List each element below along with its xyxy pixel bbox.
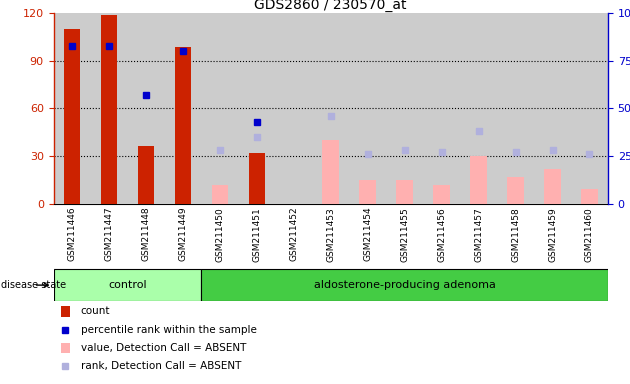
Bar bbox=[202, 269, 608, 301]
Bar bbox=[175, 47, 192, 204]
Text: GSM211449: GSM211449 bbox=[178, 207, 187, 262]
Text: disease state: disease state bbox=[1, 280, 66, 290]
Bar bbox=[248, 172, 265, 204]
Bar bbox=[60, 306, 70, 317]
Text: GSM211456: GSM211456 bbox=[437, 207, 446, 262]
Text: percentile rank within the sample: percentile rank within the sample bbox=[81, 324, 256, 334]
Text: GSM211450: GSM211450 bbox=[215, 207, 224, 262]
Text: GSM211451: GSM211451 bbox=[253, 207, 261, 262]
Bar bbox=[64, 29, 81, 204]
Text: rank, Detection Call = ABSENT: rank, Detection Call = ABSENT bbox=[81, 361, 241, 371]
Bar bbox=[396, 180, 413, 204]
Text: GSM211459: GSM211459 bbox=[548, 207, 557, 262]
Text: GSM211454: GSM211454 bbox=[364, 207, 372, 262]
Bar bbox=[101, 15, 117, 204]
Bar bbox=[507, 177, 524, 204]
Text: value, Detection Call = ABSENT: value, Detection Call = ABSENT bbox=[81, 343, 246, 353]
Text: count: count bbox=[81, 306, 110, 316]
Bar bbox=[137, 147, 154, 204]
Text: aldosterone-producing adenoma: aldosterone-producing adenoma bbox=[314, 280, 496, 290]
Bar bbox=[470, 156, 487, 204]
Bar bbox=[323, 140, 339, 204]
Bar bbox=[544, 169, 561, 204]
Text: GSM211447: GSM211447 bbox=[105, 207, 113, 262]
Bar bbox=[60, 343, 70, 353]
Text: GSM211457: GSM211457 bbox=[474, 207, 483, 262]
Text: GSM211455: GSM211455 bbox=[400, 207, 409, 262]
Text: control: control bbox=[108, 280, 147, 290]
Text: GSM211448: GSM211448 bbox=[142, 207, 151, 262]
Text: GSM211458: GSM211458 bbox=[511, 207, 520, 262]
Bar bbox=[359, 180, 376, 204]
Bar bbox=[433, 185, 450, 204]
Text: GSM211446: GSM211446 bbox=[67, 207, 76, 262]
Text: GSM211460: GSM211460 bbox=[585, 207, 594, 262]
Bar bbox=[581, 189, 598, 204]
Text: GSM211453: GSM211453 bbox=[326, 207, 335, 262]
Bar bbox=[248, 153, 265, 204]
Bar bbox=[54, 269, 202, 301]
Bar bbox=[212, 185, 228, 204]
Title: GDS2860 / 230570_at: GDS2860 / 230570_at bbox=[255, 0, 407, 12]
Text: GSM211452: GSM211452 bbox=[289, 207, 298, 262]
